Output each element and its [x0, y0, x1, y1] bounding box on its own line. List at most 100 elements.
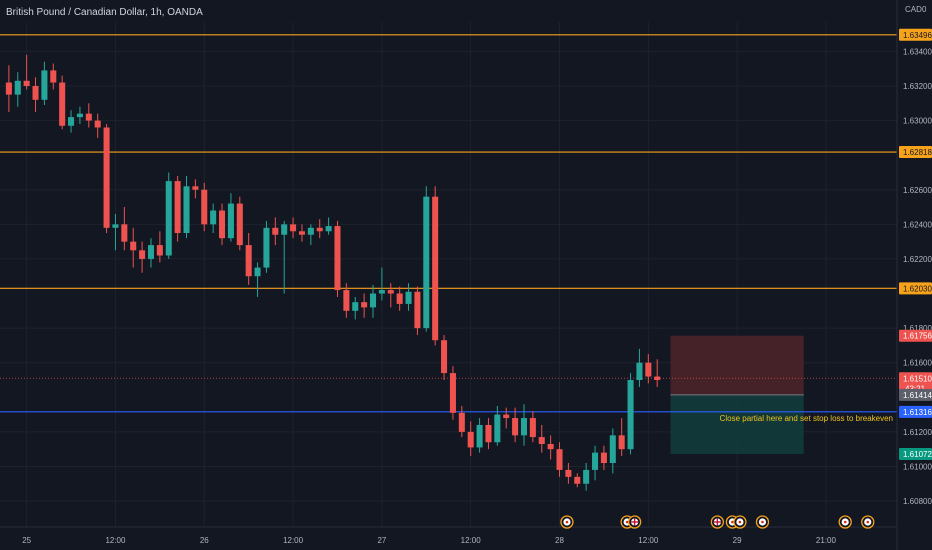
y-tick-label: 1.61000: [903, 462, 932, 471]
canada-event-marker-icon[interactable]: [838, 515, 852, 529]
candle-bearish: [5, 82, 12, 95]
take-profit-zone[interactable]: [670, 394, 804, 455]
price-axis-menu[interactable]: 0: [922, 5, 927, 14]
y-tick-label: 1.61600: [903, 359, 932, 368]
maple-leaf-dot: [866, 520, 870, 524]
y-tick-label: 1.63200: [903, 82, 932, 91]
candle-bearish: [387, 290, 394, 294]
candle-bullish: [369, 293, 377, 308]
candle-bearish: [485, 424, 492, 443]
price-tag-label: 1.61072: [903, 450, 932, 459]
candle-bearish: [174, 181, 181, 233]
price-axis[interactable]: 1.63400 1.63200 1.63000 1.62600 1.62400 1.622…: [896, 0, 932, 550]
price-tag-stop[interactable]: [899, 329, 932, 342]
candle-bullish: [609, 435, 616, 464]
price-tag-entry-ref[interactable]: [899, 388, 932, 401]
candle-bullish: [281, 224, 288, 235]
candles: [5, 54, 661, 491]
candle-bearish: [396, 293, 403, 304]
event-markers[interactable]: [560, 515, 875, 529]
uk-event-marker-icon[interactable]: [627, 515, 642, 529]
candle-bearish: [441, 340, 448, 374]
x-tick-label: 12:00: [461, 536, 482, 545]
y-tick-label: 1.63000: [903, 117, 932, 126]
candle-bullish: [147, 245, 154, 259]
x-tick-label: 27: [377, 536, 386, 545]
candle-bearish: [192, 186, 199, 190]
candle-bearish: [103, 127, 110, 228]
canada-event-marker-icon[interactable]: [560, 515, 574, 529]
level-price-tag[interactable]: [899, 282, 932, 295]
level-price-tag-label: 1.62030: [903, 284, 932, 293]
candle-bullish: [14, 80, 21, 95]
candle-bearish: [316, 227, 323, 232]
time-axis[interactable]: 25 12:00 26 12:00 27 12:00 28 12:00 29 21:00: [0, 526, 897, 545]
maple-leaf-dot: [843, 520, 847, 524]
y-tick-label: 1.60800: [903, 497, 932, 506]
x-tick-label: 28: [555, 536, 564, 545]
price-tag-label: 1.61756: [903, 332, 932, 341]
candle-bullish: [210, 210, 217, 225]
candle-bullish: [636, 362, 643, 380]
canada-event-marker-icon[interactable]: [755, 515, 770, 529]
candle-bullish: [68, 117, 75, 126]
candle-bearish: [432, 196, 439, 341]
level-price-tag-label: 1.62818: [903, 148, 932, 157]
candle-bearish: [361, 302, 368, 308]
candle-bearish: [414, 291, 421, 329]
candle-bearish: [529, 418, 536, 438]
price-tag-last[interactable]: [899, 372, 932, 395]
candle-bearish: [236, 203, 243, 246]
candle-bearish: [600, 452, 607, 464]
stop-loss-zone[interactable]: [670, 335, 804, 395]
canada-event-marker-icon[interactable]: [861, 515, 875, 529]
candle-bullish: [76, 113, 83, 118]
candle-bearish: [59, 82, 66, 126]
level-price-tag[interactable]: [899, 28, 932, 41]
candle-bearish: [139, 250, 146, 259]
level-price-tag[interactable]: [899, 405, 932, 418]
symbol-title: British Pound / Canadian Dollar, 1h, OAN…: [6, 7, 203, 18]
maple-leaf-dot: [565, 520, 569, 524]
candle-bullish: [263, 227, 270, 268]
candle-bearish: [574, 476, 581, 484]
candle-bearish: [565, 469, 572, 477]
candle-bullish: [405, 291, 412, 304]
x-tick-label: 21:00: [816, 536, 837, 545]
candle-bullish: [494, 414, 501, 443]
candle-bullish: [476, 424, 483, 448]
level-price-tag-label: 1.61316: [903, 408, 932, 417]
horizontal-levels[interactable]: [0, 34, 897, 413]
canada-event-marker-icon[interactable]: [733, 515, 747, 529]
candle-bullish: [112, 224, 119, 228]
level-price-tag[interactable]: [899, 146, 932, 159]
candle-bullish: [583, 469, 590, 484]
candle-bearish: [245, 245, 252, 277]
maple-leaf-dot: [738, 520, 742, 524]
price-tag-target[interactable]: [899, 448, 932, 461]
candle-bearish: [219, 210, 226, 239]
countdown-label: 43:21: [905, 384, 926, 393]
candle-bullish: [352, 302, 359, 311]
candle-bullish: [307, 227, 314, 235]
candle-bearish: [298, 231, 305, 235]
candle-bullish: [325, 226, 332, 232]
candle-bearish: [467, 431, 474, 448]
candle-bullish: [227, 203, 234, 239]
position-tool[interactable]: [670, 335, 804, 455]
candle-bearish: [334, 226, 341, 291]
y-tick-label: 1.62400: [903, 220, 932, 229]
y-tick-label: 1.62600: [903, 186, 932, 195]
candle-bullish: [520, 418, 528, 436]
price-tag-label: 1.61510: [903, 374, 932, 383]
x-tick-label: 12:00: [105, 536, 126, 545]
candle-bearish: [512, 418, 519, 436]
candle-bearish: [503, 414, 510, 419]
candle-bearish: [290, 224, 297, 232]
candle-bullish: [423, 196, 430, 329]
uk-event-marker-icon[interactable]: [710, 515, 725, 529]
candle-bearish: [23, 80, 30, 86]
